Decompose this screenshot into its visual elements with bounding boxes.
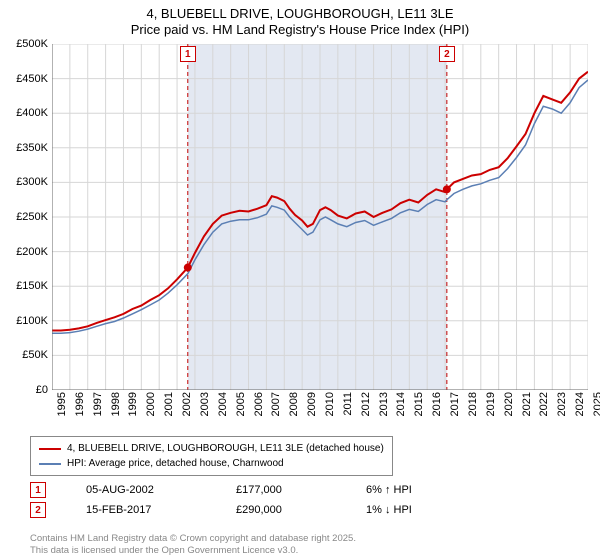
- y-tick-label: £450K: [16, 73, 48, 85]
- y-tick-label: £200K: [16, 246, 48, 258]
- x-tick-label: 2014: [395, 392, 407, 416]
- x-tick-label: 2021: [521, 392, 533, 416]
- chart-frame: 4, BLUEBELL DRIVE, LOUGHBOROUGH, LE11 3L…: [0, 0, 600, 560]
- y-tick-label: £350K: [16, 142, 48, 154]
- sale-date-1: 05-AUG-2002: [86, 484, 196, 496]
- sale-marker-flag: 1: [180, 46, 196, 62]
- x-tick-label: 1999: [127, 392, 139, 416]
- sale-badge-2: 2: [30, 502, 46, 518]
- copyright-line-2: This data is licensed under the Open Gov…: [30, 545, 356, 556]
- y-tick-label: £250K: [16, 211, 48, 223]
- sale-price-2: £290,000: [236, 504, 326, 516]
- sale-delta-2: 1% ↓ HPI: [366, 504, 456, 516]
- y-tick-label: £500K: [16, 38, 48, 50]
- x-tick-label: 2013: [378, 392, 390, 416]
- x-tick-label: 1998: [110, 392, 122, 416]
- x-tick-label: 2012: [360, 392, 372, 416]
- x-tick-label: 2007: [270, 392, 282, 416]
- x-tick-label: 2016: [431, 392, 443, 416]
- sale-delta-1: 6% ↑ HPI: [366, 484, 456, 496]
- x-tick-label: 2003: [199, 392, 211, 416]
- x-tick-label: 2010: [324, 392, 336, 416]
- x-tick-label: 2015: [413, 392, 425, 416]
- x-tick-label: 2006: [253, 392, 265, 416]
- chart-svg: [52, 44, 588, 390]
- sale-price-1: £177,000: [236, 484, 326, 496]
- sale-marker-flag: 2: [439, 46, 455, 62]
- copyright-block: Contains HM Land Registry data © Crown c…: [30, 533, 356, 556]
- x-axis-labels: 1995 1996 1997 1998 1999 2000 2001 2002 2003 2004…: [52, 392, 588, 432]
- x-tick-label: 2024: [574, 392, 586, 416]
- y-tick-label: £300K: [16, 176, 48, 188]
- y-tick-label: £0: [36, 384, 48, 396]
- y-axis-labels: £0£50K£100K£150K£200K£250K£300K£350K£400…: [0, 44, 50, 390]
- x-tick-label: 1996: [74, 392, 86, 416]
- y-tick-label: £100K: [16, 315, 48, 327]
- x-tick-label: 2020: [503, 392, 515, 416]
- x-tick-label: 2002: [181, 392, 193, 416]
- x-tick-label: 2005: [235, 392, 247, 416]
- sales-row-1: 1 05-AUG-2002 £177,000 6% ↑ HPI: [30, 480, 456, 500]
- y-tick-label: £150K: [16, 280, 48, 292]
- title-block: 4, BLUEBELL DRIVE, LOUGHBOROUGH, LE11 3L…: [0, 0, 600, 39]
- x-tick-label: 2004: [217, 392, 229, 416]
- title-line-2: Price paid vs. HM Land Registry's House …: [0, 22, 600, 38]
- sale-date-2: 15-FEB-2017: [86, 504, 196, 516]
- x-tick-label: 2019: [485, 392, 497, 416]
- copyright-line-1: Contains HM Land Registry data © Crown c…: [30, 533, 356, 544]
- sales-table: 1 05-AUG-2002 £177,000 6% ↑ HPI 2 15-FEB…: [30, 480, 456, 520]
- sale-badge-1: 1: [30, 482, 46, 498]
- x-tick-label: 2018: [467, 392, 479, 416]
- x-tick-label: 2001: [163, 392, 175, 416]
- legend-box: 4, BLUEBELL DRIVE, LOUGHBOROUGH, LE11 3L…: [30, 436, 393, 476]
- x-tick-label: 1997: [92, 392, 104, 416]
- y-tick-label: £50K: [22, 349, 48, 361]
- legend-swatch-2: [39, 463, 61, 465]
- x-tick-label: 2017: [449, 392, 461, 416]
- x-tick-label: 2022: [538, 392, 550, 416]
- x-tick-label: 2025: [592, 392, 600, 416]
- legend-swatch-1: [39, 448, 61, 450]
- x-tick-label: 2011: [342, 392, 354, 416]
- x-tick-label: 2008: [288, 392, 300, 416]
- legend-label-1: 4, BLUEBELL DRIVE, LOUGHBOROUGH, LE11 3L…: [67, 441, 384, 456]
- y-tick-label: £400K: [16, 107, 48, 119]
- title-line-1: 4, BLUEBELL DRIVE, LOUGHBOROUGH, LE11 3L…: [0, 6, 600, 22]
- legend-item-2: HPI: Average price, detached house, Char…: [39, 456, 384, 471]
- legend-item-1: 4, BLUEBELL DRIVE, LOUGHBOROUGH, LE11 3L…: [39, 441, 384, 456]
- x-tick-label: 1995: [56, 392, 68, 416]
- legend-label-2: HPI: Average price, detached house, Char…: [67, 456, 284, 471]
- x-tick-label: 2009: [306, 392, 318, 416]
- chart-plot-area: 12: [52, 44, 588, 390]
- x-tick-label: 2023: [556, 392, 568, 416]
- sales-row-2: 2 15-FEB-2017 £290,000 1% ↓ HPI: [30, 500, 456, 520]
- x-tick-label: 2000: [145, 392, 157, 416]
